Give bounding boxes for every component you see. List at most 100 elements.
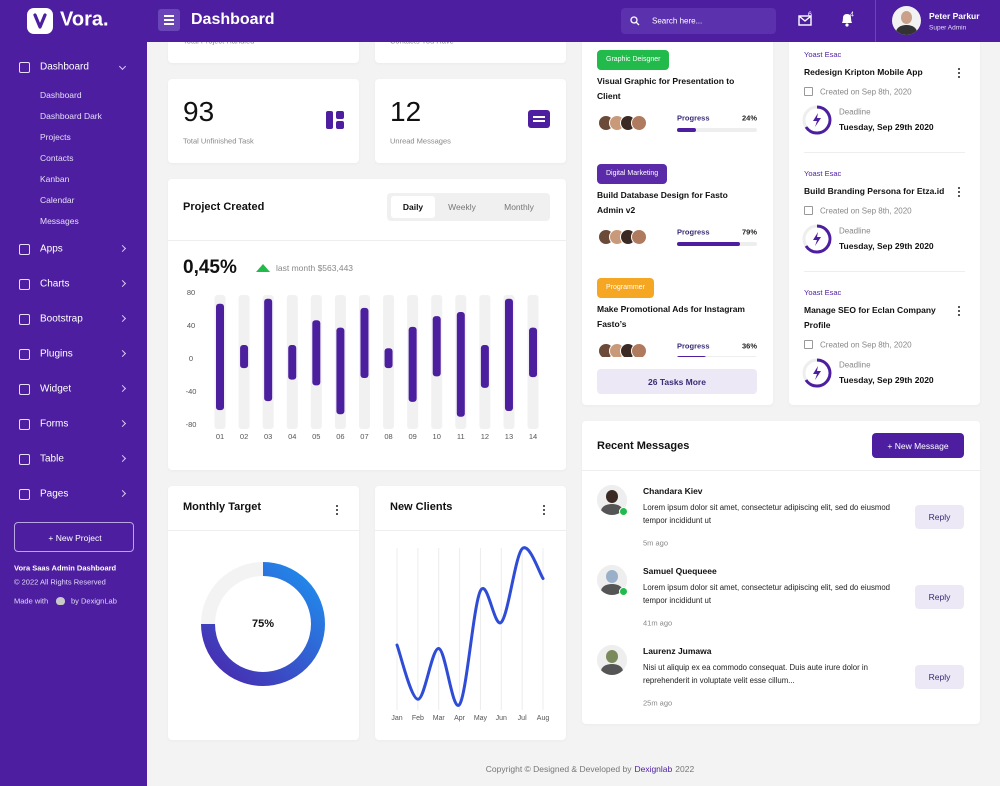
tab-label: Weekly	[448, 202, 476, 212]
stat-label: Unread Messages	[390, 136, 451, 146]
card-title: Monthly Target	[183, 501, 262, 513]
progress-percent: 79%	[741, 227, 757, 237]
menu-icon	[19, 313, 30, 325]
deadline-row: Deadline Tuesday, Sep 29th 2020	[802, 358, 969, 388]
deadline-label: Deadline	[839, 107, 871, 117]
menu-item[interactable]: Bootstrap	[40, 313, 83, 325]
online-dot	[619, 587, 628, 596]
card-divider	[168, 240, 566, 241]
menu-dot	[958, 72, 961, 75]
search-icon	[630, 16, 640, 26]
menu-item[interactable]: Charts	[40, 278, 70, 290]
user-avatar[interactable]	[892, 6, 921, 35]
sidebar-footer-made: Made with	[14, 596, 49, 606]
tab[interactable]: Monthly	[489, 196, 549, 218]
menu-icon	[19, 348, 30, 360]
progress-percent: 36%	[741, 341, 757, 351]
footer-link[interactable]: Dexignlab	[634, 764, 673, 774]
brand-name: Vora.	[60, 8, 109, 31]
created-date: Created on Sep 8th, 2020	[820, 206, 912, 216]
stat-icon	[528, 110, 550, 128]
top-bar: Vora. Dashboard Search here... 6 4 Peter Park…	[0, 0, 1000, 42]
reply-button[interactable]: Reply	[915, 585, 964, 609]
progress-fill	[677, 242, 741, 246]
bell-icon[interactable]	[840, 12, 854, 27]
more-tasks-button[interactable]: 26 Tasks More	[597, 369, 757, 394]
card-title: New Clients	[390, 501, 453, 513]
submenu-item[interactable]: Messages	[40, 216, 79, 226]
user-role: Super Admin	[929, 24, 967, 32]
card-divider	[582, 470, 980, 471]
rate-value: 0,45%	[183, 257, 237, 278]
mail-badge: 6	[808, 11, 812, 19]
created-row: Created on Sep 8th, 2020	[804, 204, 969, 218]
avatar-body	[601, 504, 623, 515]
task-title: Manage SEO for Eclan Company Profile	[804, 305, 936, 330]
menu-item[interactable]: Dashboard	[40, 61, 89, 73]
reply-label: Reply	[928, 512, 951, 522]
deadline-label: Deadline	[839, 226, 871, 236]
sender-name: Laurenz Jumawa	[643, 646, 712, 656]
menu-icon	[19, 61, 30, 73]
deadline-item: Yoast Esac Redesign Kripton Mobile App Cre…	[802, 48, 969, 135]
menu-item[interactable]: Pages	[40, 488, 69, 500]
search-box[interactable]: Search here...	[621, 8, 776, 34]
menu-chevron	[118, 454, 127, 463]
notification-badge: 4	[850, 11, 854, 19]
mail-icon[interactable]	[798, 13, 812, 27]
menu-dot	[958, 187, 961, 190]
progress-label: Progress	[677, 341, 710, 351]
calendar-icon	[804, 340, 813, 349]
submenu-item[interactable]: Projects	[40, 132, 71, 142]
item-divider	[804, 271, 965, 272]
submenu-item[interactable]: Calendar	[40, 195, 75, 205]
new-project-button[interactable]: + New Project	[14, 522, 134, 552]
task-owner: Yoast Esac	[804, 288, 842, 297]
menu-item[interactable]: Forms	[40, 418, 69, 430]
sender-name: Chandara Kiev	[643, 486, 703, 496]
new-message-button[interactable]: + New Message	[872, 433, 964, 458]
more-tasks-label: 26 Tasks More	[648, 376, 706, 387]
submenu-item[interactable]: Kanban	[40, 174, 70, 184]
stat-icon-part	[326, 111, 333, 129]
menu-item[interactable]: Widget	[40, 383, 72, 395]
sidebar-footer-rights: © 2022 All Rights Reserved	[14, 577, 106, 587]
submenu-item[interactable]: Dashboard Dark	[40, 111, 102, 121]
sidebar-footer-title: Vora Saas Admin Dashboard	[14, 563, 117, 573]
message-text: Nisi ut aliquip ex ea commodo consequat.…	[643, 663, 868, 685]
menu-chevron	[118, 349, 127, 358]
tab[interactable]: Weekly	[435, 196, 489, 218]
tasks-card: Graphic Deisgner Visual Graphic for Prese…	[582, 20, 773, 405]
deadline-icon	[802, 358, 832, 388]
new-project-label: + New Project	[48, 533, 102, 543]
message-text: Lorem ipsum dolor sit amet, consectetur …	[643, 503, 891, 525]
progress-fill	[677, 128, 697, 132]
avatar-head	[606, 490, 618, 503]
menu-icon	[19, 383, 30, 395]
tab[interactable]: Daily	[391, 196, 435, 218]
menu-toggle[interactable]	[158, 9, 180, 31]
submenu-item[interactable]: Contacts	[40, 153, 74, 163]
trend-up-icon	[256, 264, 270, 272]
created-date: Created on Sep 8th, 2020	[820, 340, 912, 350]
page-title: Dashboard	[191, 11, 275, 28]
submenu-item[interactable]: Dashboard	[40, 90, 82, 100]
monthly-target-card: Monthly Target	[168, 486, 359, 740]
menu-icon	[19, 278, 30, 290]
stat-icon	[326, 111, 344, 129]
menu-dot	[958, 314, 961, 317]
team-avatar	[631, 115, 647, 131]
project-created-card: Project Created Daily Weekly Monthly 0,45% la…	[168, 179, 566, 470]
reply-button[interactable]: Reply	[915, 665, 964, 689]
new-message-label: + New Message	[887, 440, 949, 451]
menu-item[interactable]: Table	[40, 453, 64, 465]
menu-item[interactable]: Plugins	[40, 348, 73, 360]
menu-icon	[19, 243, 30, 255]
reply-button[interactable]: Reply	[915, 505, 964, 529]
menu-icon	[19, 453, 30, 465]
tasks-scroll: Graphic Deisgner Visual Graphic for Prese…	[582, 42, 773, 357]
menu-dot	[543, 505, 546, 508]
menu-item[interactable]: Apps	[40, 243, 63, 255]
